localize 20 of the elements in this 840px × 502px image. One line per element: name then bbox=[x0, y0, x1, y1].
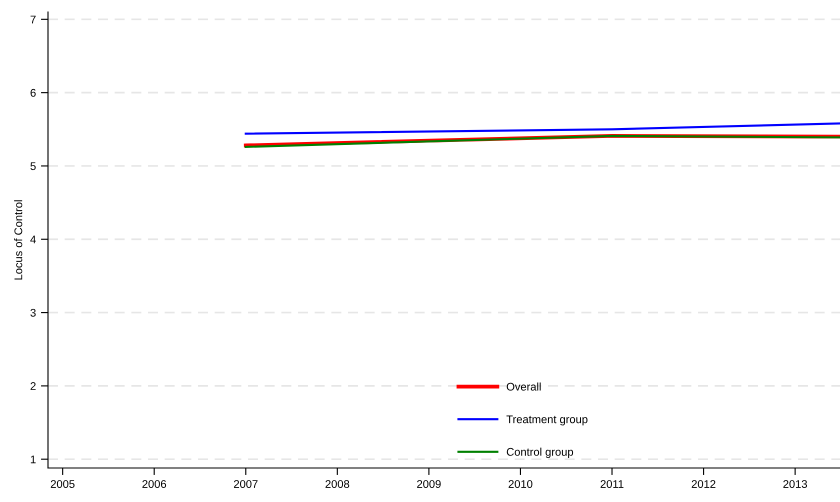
y-axis-title: Locus of Control bbox=[14, 200, 22, 280]
x-tick-label: 2006 bbox=[142, 480, 166, 488]
x-tick-label: 2013 bbox=[783, 480, 808, 488]
x-tick-label: 2011 bbox=[600, 480, 624, 488]
y-tick-label: 3 bbox=[30, 308, 36, 317]
x-tick-label: 2005 bbox=[50, 480, 75, 488]
y-tick-label: 6 bbox=[30, 88, 36, 97]
y-tick-label: 4 bbox=[30, 236, 36, 244]
y-tick-label: 5 bbox=[30, 162, 36, 170]
legend-label: Control group bbox=[506, 448, 574, 458]
y-tick-label: 7 bbox=[30, 16, 36, 24]
x-tick-label: 2007 bbox=[234, 480, 258, 488]
legend-label: Treatment group bbox=[506, 415, 588, 426]
y-tick-label: 1 bbox=[30, 456, 36, 464]
y-tick-label: 2 bbox=[30, 382, 36, 390]
x-tick-label: 2010 bbox=[508, 480, 532, 488]
x-tick-label: 2012 bbox=[692, 480, 716, 488]
legend-label: Overall bbox=[506, 382, 541, 391]
x-tick-label: 2009 bbox=[417, 480, 441, 488]
x-tick-label: 2008 bbox=[326, 480, 350, 488]
